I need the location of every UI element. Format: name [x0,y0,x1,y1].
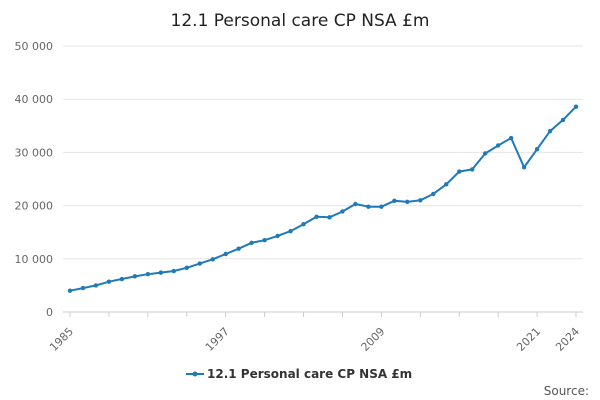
data-point[interactable] [93,283,99,288]
data-point[interactable] [392,198,397,204]
data-point[interactable] [470,167,475,172]
source-label: Source: [544,384,589,398]
x-tick-label: 2024 [553,325,582,354]
data-point[interactable] [171,268,176,274]
y-axis: 0 10 000 20 000 30 000 40 000 50 000 [15,40,54,319]
y-tick-label: 0 [46,306,53,319]
data-point[interactable] [132,274,138,279]
data-point[interactable] [223,251,228,257]
data-point[interactable] [145,272,151,277]
data-point[interactable] [288,228,293,234]
series-line [69,105,577,292]
y-tick-label: 40 000 [15,93,54,106]
data-point[interactable] [457,169,462,174]
data-point[interactable] [366,204,371,209]
data-point[interactable] [158,270,164,275]
data-point[interactable] [80,285,86,291]
x-tick-label: 2009 [359,325,388,354]
x-tick-label: 1985 [47,325,76,354]
data-point[interactable] [262,237,267,243]
data-point[interactable] [560,117,566,123]
y-tick-label: 20 000 [15,200,54,213]
data-point[interactable] [275,233,280,239]
legend-label: 12.1 Personal care CP NSA £m [207,367,412,381]
data-point[interactable] [184,265,189,271]
data-point[interactable] [379,204,384,209]
legend-swatch-marker [192,371,198,377]
data-point[interactable] [301,222,306,227]
data-point[interactable] [327,215,332,220]
data-point[interactable] [521,165,527,170]
data-point[interactable] [495,143,501,148]
data-point[interactable] [508,135,514,141]
data-point[interactable] [405,199,410,205]
x-tick-label: 2021 [514,325,543,354]
data-point[interactable] [444,182,449,187]
y-tick-label: 50 000 [15,40,54,53]
series-layer [67,104,579,293]
data-point[interactable] [573,104,579,109]
data-point[interactable] [482,151,488,156]
data-point[interactable] [547,128,553,134]
y-tick-label: 30 000 [15,146,54,159]
data-point[interactable] [353,201,358,207]
data-point[interactable] [418,198,423,203]
data-point[interactable] [210,257,215,262]
legend[interactable]: 12.1 Personal care CP NSA £m [186,367,412,381]
y-tick-label: 10 000 [15,253,54,266]
x-tick-label: 1997 [203,325,232,354]
data-point[interactable] [197,261,202,266]
data-point[interactable] [106,279,112,284]
data-point[interactable] [431,191,436,197]
grid [63,45,583,260]
data-point[interactable] [249,240,254,246]
data-point[interactable] [314,214,319,219]
data-point[interactable] [534,147,540,152]
data-point[interactable] [67,288,73,293]
chart-title: 12.1 Personal care CP NSA £m [171,11,430,31]
data-point[interactable] [119,276,125,282]
x-axis: 1985 1997 2009 2021 2024 [47,311,583,354]
data-point[interactable] [340,209,345,214]
data-point[interactable] [236,246,241,251]
